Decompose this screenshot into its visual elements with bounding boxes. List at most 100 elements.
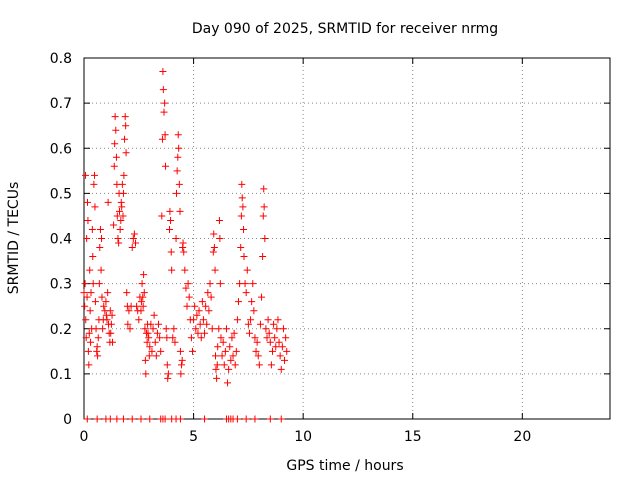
data-point-marker	[259, 253, 267, 261]
data-point-marker	[82, 316, 90, 324]
data-point-marker	[206, 280, 214, 288]
data-point-marker	[137, 298, 145, 306]
data-point-marker	[180, 248, 188, 256]
data-point-marker	[267, 361, 275, 369]
data-point-marker	[88, 225, 96, 233]
data-point-marker	[253, 338, 261, 346]
data-point-marker	[94, 334, 102, 342]
data-point-marker	[174, 153, 182, 161]
grid-lines	[84, 58, 610, 419]
data-point-marker	[81, 302, 89, 310]
data-point-marker	[106, 415, 114, 423]
data-point-marker	[104, 198, 112, 206]
data-point-marker	[260, 185, 268, 193]
data-point-marker	[175, 144, 183, 152]
data-point-marker	[91, 203, 99, 211]
data-point-marker	[266, 338, 274, 346]
data-point-marker	[160, 108, 168, 116]
data-point-marker	[120, 171, 128, 179]
data-point-marker	[194, 329, 202, 337]
data-point-marker	[241, 280, 249, 288]
data-point-marker	[242, 289, 250, 297]
data-point-marker	[145, 334, 153, 342]
data-point-marker	[275, 338, 283, 346]
data-point-marker	[201, 415, 209, 423]
data-point-marker	[113, 415, 121, 423]
data-point-marker	[150, 311, 158, 319]
data-point-marker	[197, 334, 205, 342]
data-point-marker	[86, 307, 94, 315]
data-point-marker	[126, 325, 134, 333]
data-point-marker	[272, 343, 280, 351]
data-point-marker	[187, 334, 195, 342]
data-point-marker	[111, 113, 119, 121]
data-point-marker	[209, 248, 217, 256]
data-point-marker	[183, 302, 191, 310]
data-point-marker	[83, 293, 91, 301]
data-point-marker	[155, 320, 163, 328]
data-point-marker	[228, 334, 236, 342]
data-point-marker	[240, 253, 248, 261]
data-point-marker	[91, 171, 99, 179]
data-point-marker	[245, 329, 253, 337]
data-point-marker	[119, 415, 127, 423]
data-point-marker	[138, 280, 146, 288]
data-point-marker	[118, 203, 126, 211]
data-point-marker	[110, 162, 118, 170]
data-point-marker	[205, 307, 213, 315]
data-point-marker	[141, 356, 149, 364]
data-point-marker	[108, 311, 116, 319]
data-point-marker	[283, 347, 291, 355]
data-point-marker	[123, 289, 131, 297]
data-point-marker	[84, 347, 92, 355]
data-point-marker	[233, 316, 241, 324]
data-point-marker	[216, 235, 224, 242]
data-point-marker	[227, 356, 235, 364]
data-point-marker	[190, 316, 198, 324]
data-points	[80, 68, 291, 423]
data-point-marker	[139, 293, 147, 301]
data-point-marker	[244, 320, 252, 328]
data-point-marker	[114, 235, 122, 242]
data-point-marker	[130, 230, 138, 238]
y-tick-label: 0.5	[50, 186, 72, 202]
data-point-marker	[168, 266, 176, 274]
data-point-marker	[203, 320, 211, 328]
data-point-marker	[139, 302, 147, 310]
data-point-marker	[142, 370, 150, 378]
data-point-marker	[146, 343, 154, 351]
data-point-marker	[220, 361, 228, 369]
data-point-marker	[192, 325, 200, 333]
data-point-marker	[93, 415, 101, 423]
y-tick-label: 0	[63, 412, 72, 428]
data-point-marker	[152, 352, 160, 360]
data-point-marker	[89, 280, 97, 288]
data-point-marker	[268, 347, 276, 355]
data-point-marker	[100, 302, 108, 310]
data-point-marker	[156, 334, 164, 342]
data-point-marker	[277, 415, 285, 423]
data-point-marker	[85, 329, 93, 337]
data-point-marker	[221, 347, 229, 355]
data-point-marker	[97, 266, 105, 274]
data-point-marker	[231, 361, 239, 369]
data-point-marker	[224, 379, 232, 387]
data-point-marker	[270, 320, 278, 328]
data-point-marker	[178, 361, 186, 369]
data-point-marker	[177, 370, 185, 378]
data-point-marker	[208, 325, 216, 333]
data-point-marker	[162, 162, 170, 170]
data-point-marker	[218, 352, 226, 360]
data-point-marker	[195, 307, 203, 315]
data-point-marker	[179, 239, 187, 247]
data-point-marker	[110, 221, 118, 229]
data-point-marker	[199, 316, 207, 324]
data-point-marker	[89, 253, 97, 261]
data-point-marker	[122, 122, 130, 130]
data-point-marker	[108, 338, 116, 346]
data-point-marker	[178, 356, 186, 364]
data-point-marker	[87, 289, 95, 297]
data-point-marker	[94, 352, 102, 360]
data-point-marker	[243, 266, 251, 274]
